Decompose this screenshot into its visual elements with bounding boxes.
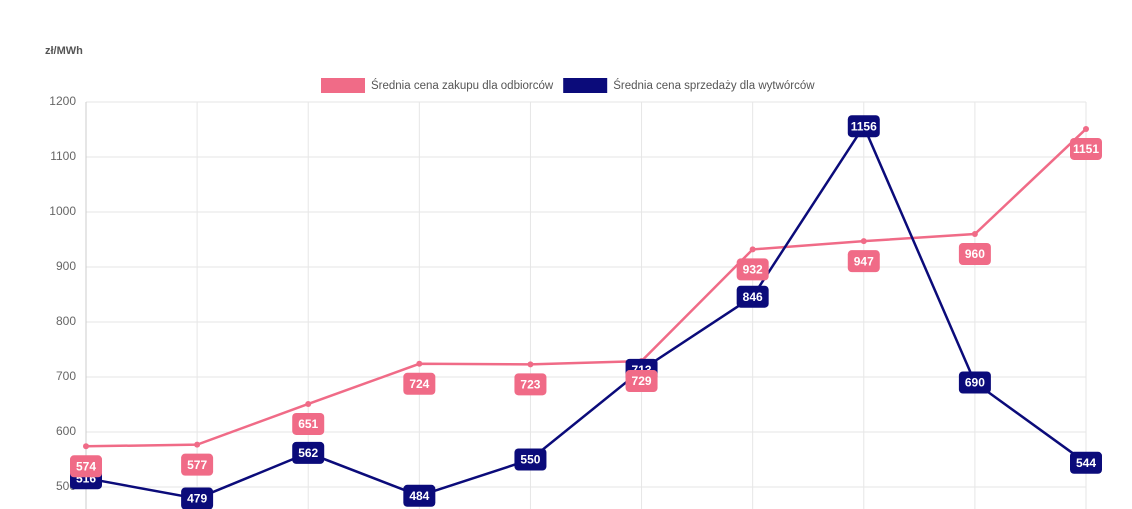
value-label-text: 724 [409,377,429,391]
value-label: 550 [514,448,547,471]
value-label-box [403,484,436,507]
y-tick-label: 900 [56,259,76,273]
value-label-text: 550 [520,453,540,467]
point [971,231,978,237]
value-label-text: 846 [743,290,763,304]
value-label-text: 479 [187,492,207,506]
legend-swatch [563,78,608,93]
value-label-box [847,115,880,138]
y-tick-label: 1000 [49,204,76,218]
value-label-text: 947 [854,254,874,268]
legend-label: Średnia cena zakupu dla odbiorców [371,79,554,92]
value-label: 947 [847,250,880,273]
value-label: 574 [70,455,102,478]
series-line [85,128,1087,448]
value-label: 651 [292,412,325,435]
y-tick-label: 600 [56,424,76,438]
point [416,360,423,367]
series-line [85,123,1087,500]
value-label-text: 651 [298,417,318,431]
value-label-box [514,448,547,471]
value-label-text: 1151 [1073,142,1099,156]
point [1083,125,1089,132]
point [305,400,312,407]
value-label-text: 1156 [851,119,877,133]
y-tick-label: 1100 [50,149,76,163]
legend-swatch [321,78,365,93]
point [527,361,534,368]
value-label: 932 [736,258,769,281]
value-label: 1156 [847,115,880,138]
value-label-box [70,455,102,478]
value-label-text: 960 [965,247,985,261]
value-label-text: 562 [298,446,318,460]
value-label-box [736,258,769,281]
value-label-box [514,373,547,396]
value-label-box [625,370,658,393]
value-label: 484 [403,484,436,507]
value-label: 562 [292,441,325,464]
value-label-text: 484 [409,489,429,503]
y-tick-label: 1200 [49,94,76,108]
value-label: 690 [958,371,991,394]
legend-label: Średnia cena sprzedaży dla wytwórców [613,79,815,92]
value-label-box [958,243,991,265]
value-label-text: 729 [632,374,652,388]
value-label: 729 [625,370,658,393]
value-label: 479 [181,487,214,509]
point [749,246,756,253]
point [860,238,867,245]
point [83,443,89,450]
value-label-box [1070,137,1102,160]
value-label: 723 [514,373,547,396]
value-label-text: 932 [743,263,763,277]
value-label: 724 [403,372,436,395]
y-axis-label: zł/MWh [45,45,83,57]
value-label-box [292,412,325,435]
y-tick-label: 800 [56,314,76,328]
value-label-box [958,371,991,394]
value-label-box [292,441,325,464]
value-label-box [1070,451,1102,474]
value-label-box [403,372,436,395]
value-label: 577 [181,453,214,476]
value-label-box [181,453,214,476]
value-label-text: 574 [76,459,96,473]
value-label-text: 690 [965,376,985,390]
value-label-text: 577 [187,458,207,472]
value-label: 1151 [1070,137,1102,160]
value-label-text: 544 [1076,456,1096,470]
value-label-box [736,285,769,308]
value-label-box [847,250,880,273]
value-label: 846 [736,285,769,308]
value-label-box [181,487,214,509]
point [194,441,201,448]
value-label: 960 [958,243,991,265]
value-label-text: 723 [520,378,540,392]
value-label: 544 [1070,451,1102,474]
y-tick-label: 700 [56,369,76,383]
